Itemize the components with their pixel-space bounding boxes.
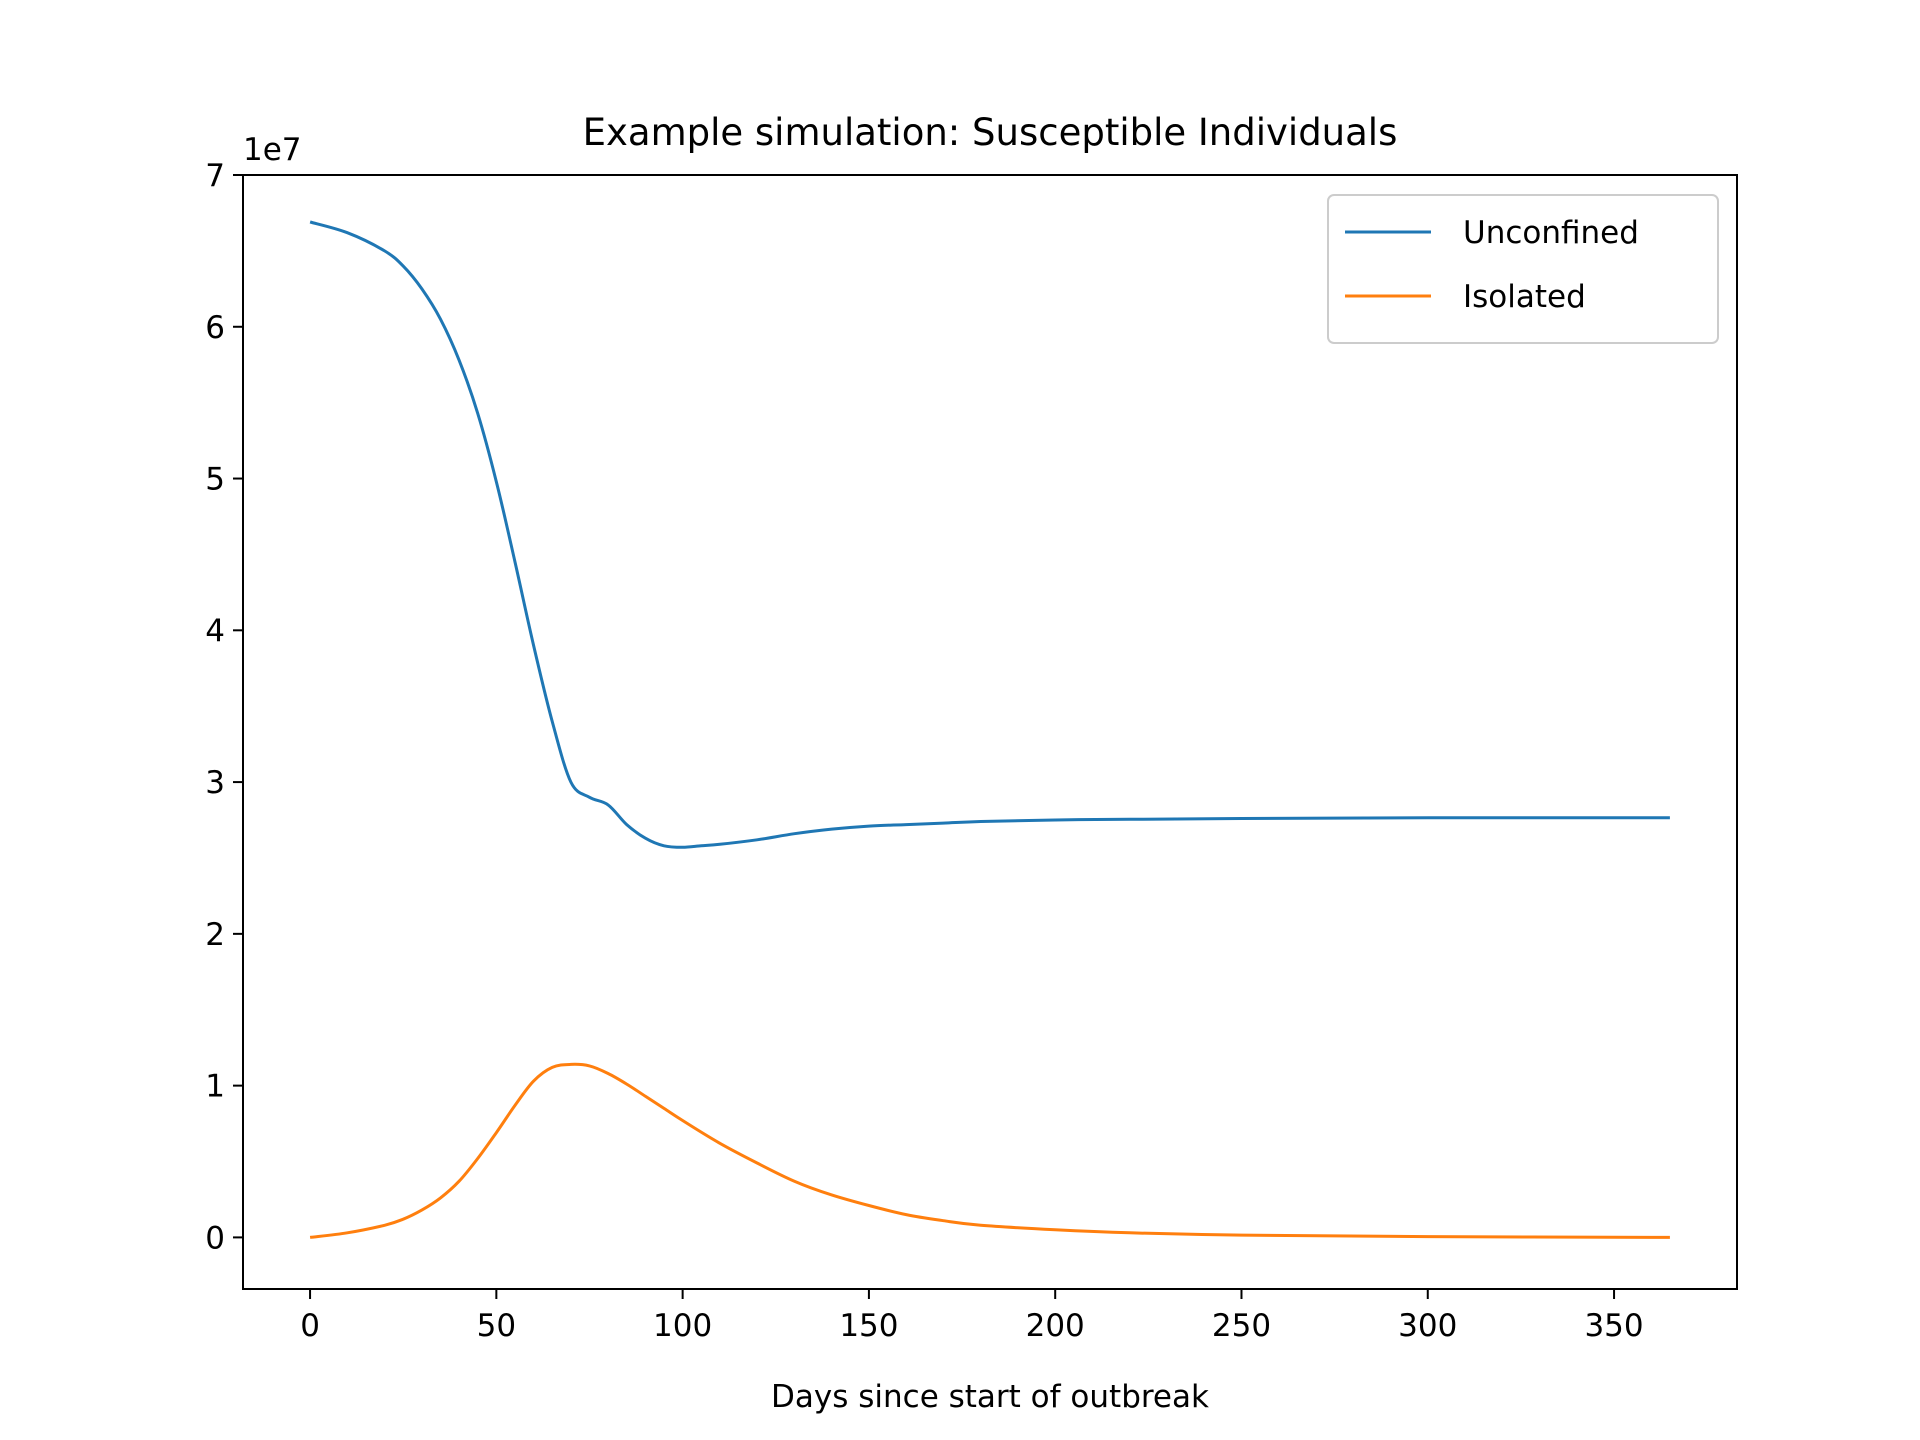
x-tick-label: 50	[477, 1308, 516, 1344]
y-tick-label: 0	[205, 1220, 225, 1256]
x-tick-label: 250	[1212, 1308, 1271, 1344]
y-tick-label: 4	[205, 613, 225, 649]
legend: Unconfined Isolated	[1327, 194, 1719, 344]
x-tick-label: 300	[1398, 1308, 1457, 1344]
x-tick-label: 200	[1026, 1308, 1085, 1344]
axes-frame	[242, 174, 1738, 1290]
y-axis: 0 1 2 3 4 5 6 7	[205, 158, 243, 1256]
y-tick-label: 5	[205, 462, 225, 498]
x-tick-label: 100	[653, 1308, 712, 1344]
y-tick-label: 1	[205, 1069, 225, 1105]
x-tick-label: 0	[300, 1308, 320, 1344]
y-tick-label: 7	[205, 158, 225, 194]
y-tick-label: 3	[205, 765, 225, 801]
legend-label: Isolated	[1463, 279, 1586, 315]
y-tick-label: 2	[205, 917, 225, 953]
series-line-isolated	[309, 1062, 1670, 1239]
series-line-unconfined	[309, 220, 1670, 849]
y-axis-offset-label: 1e7	[243, 132, 302, 168]
y-tick-label: 6	[205, 310, 225, 346]
x-tick-label: 350	[1584, 1308, 1643, 1344]
x-axis-label: Days since start of outbreak	[771, 1379, 1209, 1415]
chart-title: Example simulation: Susceptible Individu…	[583, 111, 1398, 154]
legend-label: Unconfined	[1463, 215, 1639, 251]
x-tick-label: 150	[839, 1308, 898, 1344]
x-axis: 0 50 100 150 200 250 300 350	[300, 1289, 1644, 1344]
plot-lines	[309, 220, 1670, 1239]
